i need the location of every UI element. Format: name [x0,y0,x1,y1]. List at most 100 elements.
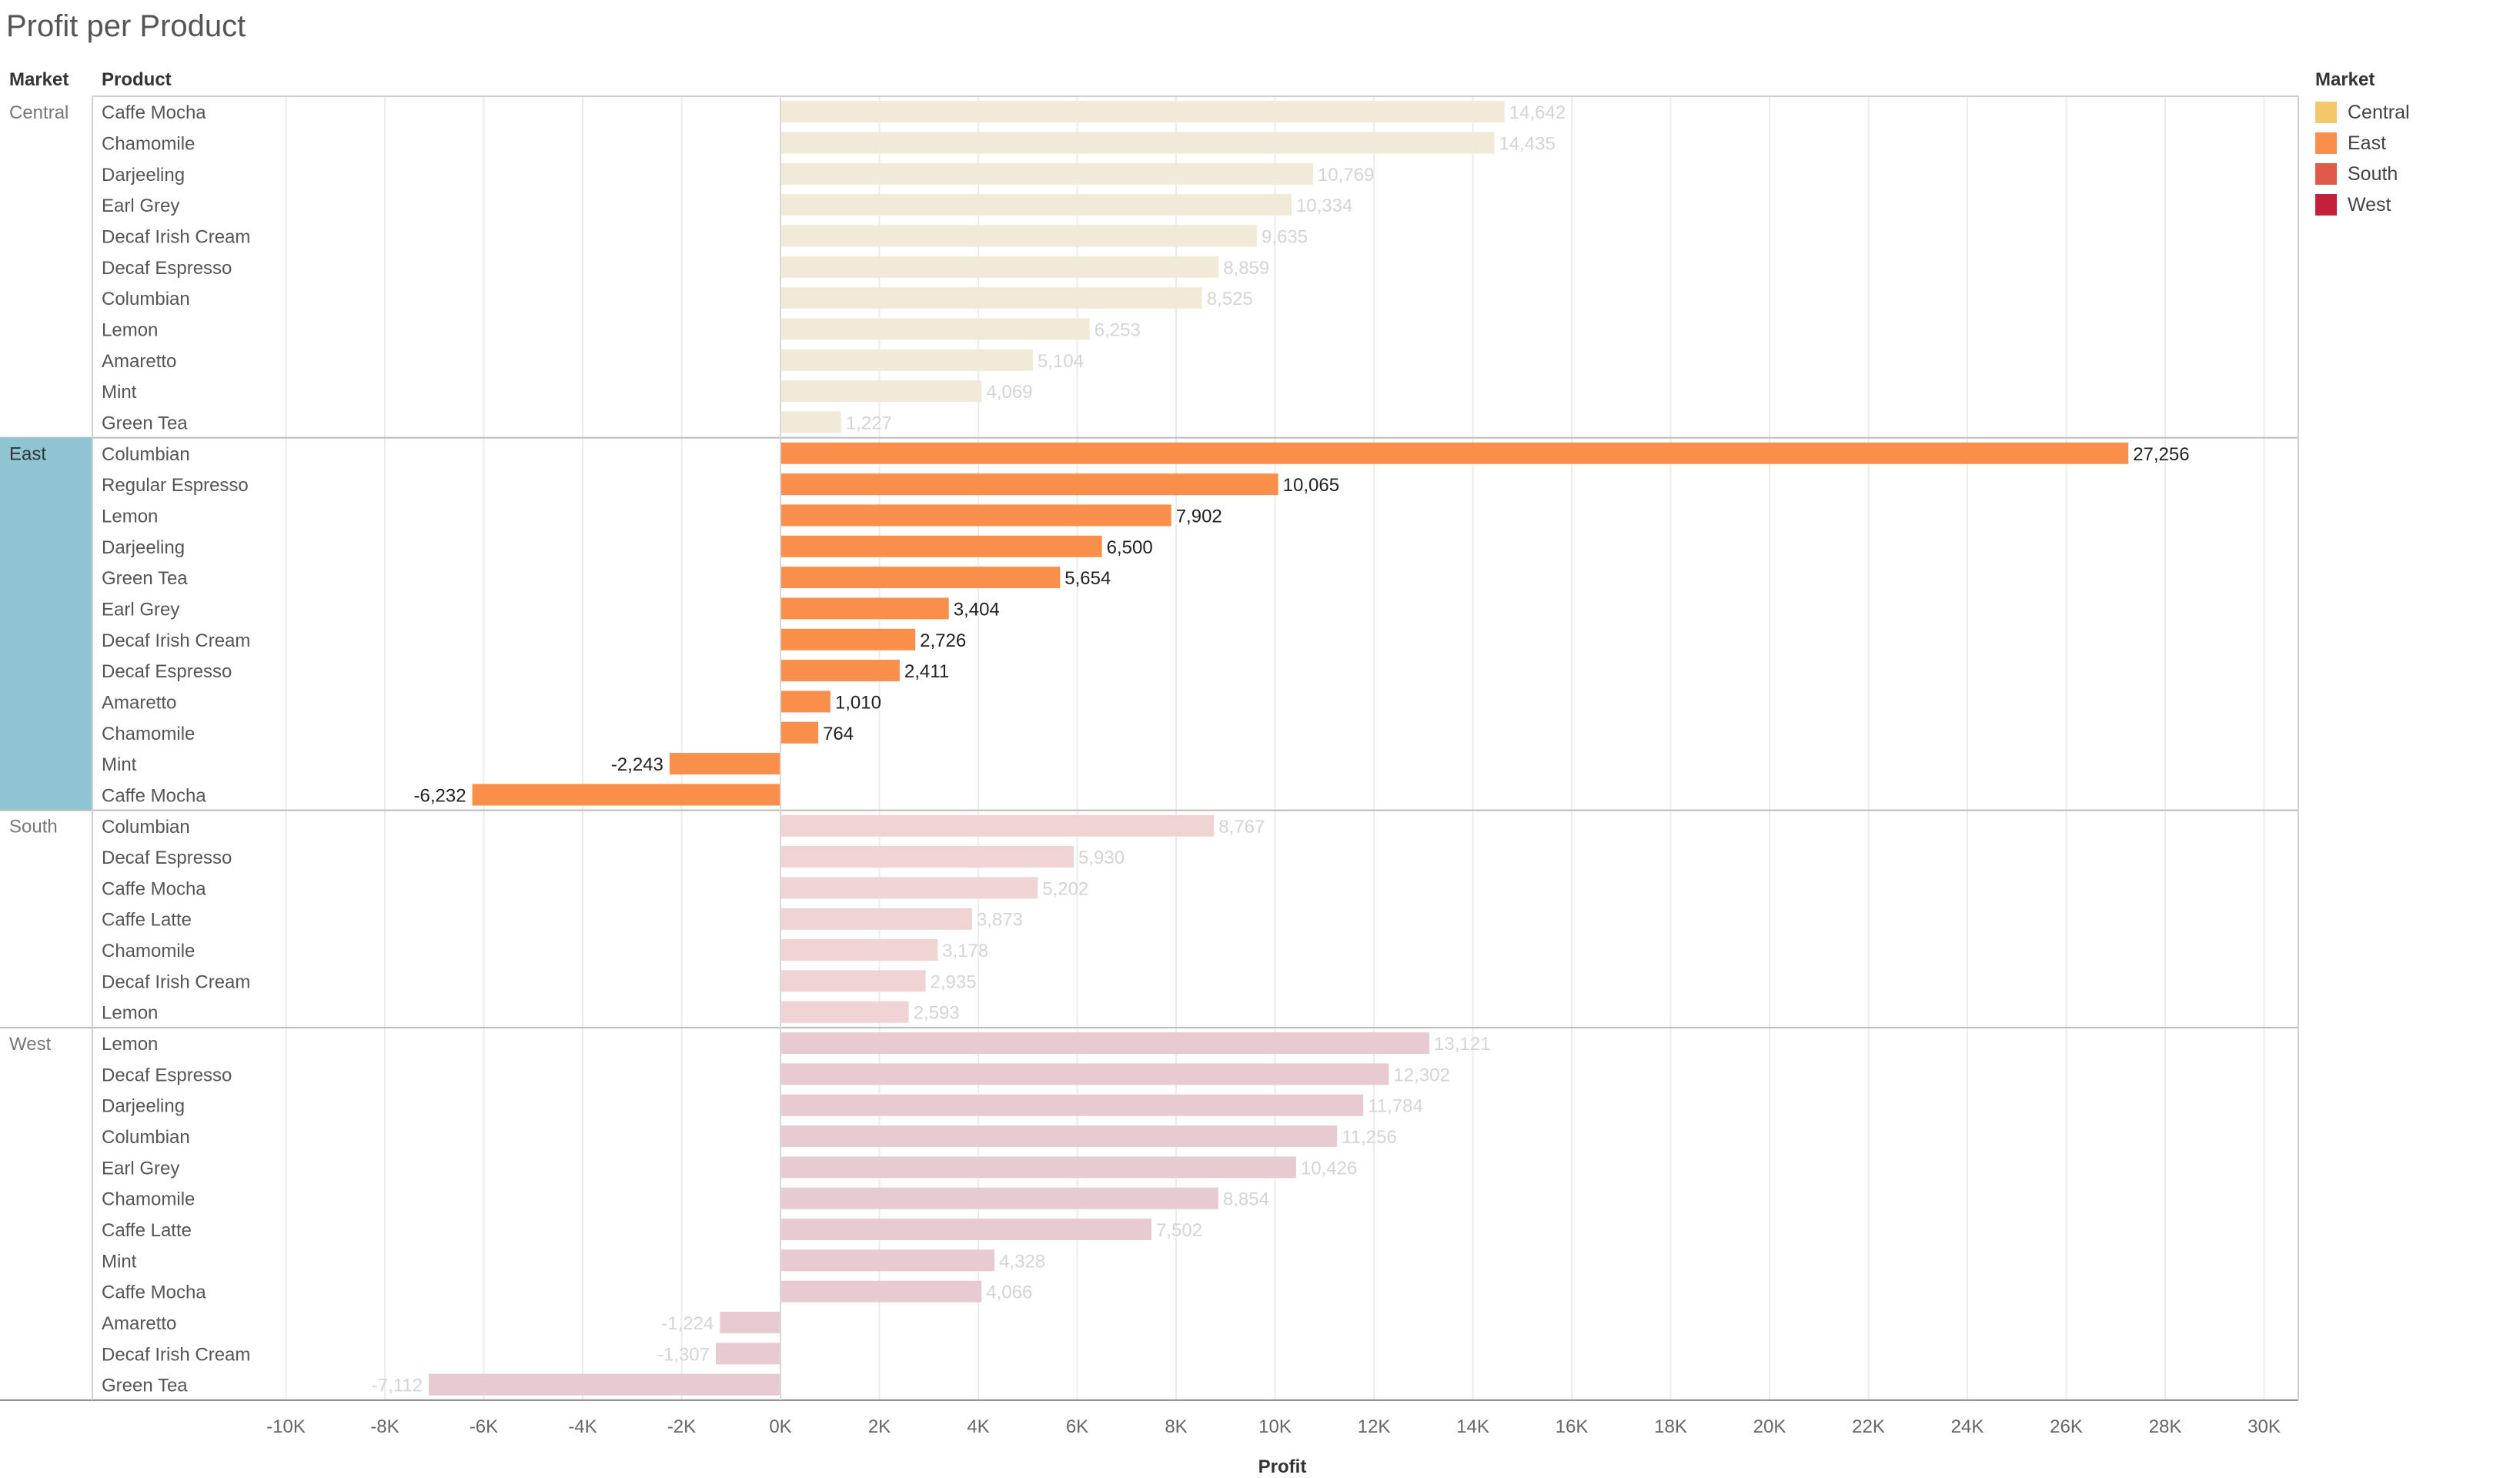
bar [780,1032,1430,1055]
product-label: Decaf Irish Cream [102,630,250,651]
bar [780,567,1061,589]
bar [780,1219,1152,1241]
legend-item-east[interactable]: East [2315,128,2410,159]
product-label: Lemon [102,1003,158,1024]
bar [780,597,949,620]
bar [716,1343,780,1365]
product-label: Lemon [102,506,158,527]
data-label: 4,066 [986,1282,1032,1303]
data-label: 5,202 [1042,878,1088,899]
data-label: 10,426 [1301,1158,1357,1179]
data-label: 3,873 [977,910,1023,931]
product-label: Chamomile [102,1189,195,1210]
x-tick-label: 4K [967,1416,989,1437]
x-tick-label: 8K [1165,1416,1187,1437]
product-label: Amaretto [102,1313,176,1334]
product-label: Darjeeling [102,1096,185,1117]
data-label: 27,256 [2133,444,2189,465]
data-label: 1,227 [846,413,892,433]
data-label: 6,253 [1095,319,1141,340]
data-label: 8,767 [1218,817,1265,838]
product-label: Regular Espresso [102,475,249,496]
x-tick-label: -10K [266,1416,306,1437]
product-label: Lemon [102,319,158,340]
legend-item-west[interactable]: West [2315,189,2410,220]
data-label: -1,307 [657,1344,710,1365]
product-label: Columbian [102,1127,190,1148]
x-tick-label: 20K [1753,1416,1786,1437]
bar [780,225,1258,247]
data-label: 7,502 [1156,1220,1202,1241]
data-label: 7,902 [1176,506,1222,527]
x-tick-label: -8K [370,1416,399,1437]
product-label: Decaf Espresso [102,848,232,868]
product-label: Caffe Mocha [102,102,206,123]
bar [780,256,1219,278]
bar [780,442,2129,464]
data-label: 6,500 [1107,537,1153,558]
bar [780,1125,1338,1148]
market-label-south: South [9,817,58,838]
bar [780,101,1505,123]
bar [780,535,1102,557]
product-label: Caffe Latte [102,910,192,931]
bar [780,349,1033,371]
data-label: -6,232 [414,785,466,806]
data-label: 8,859 [1223,258,1269,279]
bar [780,162,1313,185]
product-label: Decaf Irish Cream [102,971,250,992]
data-label: 14,435 [1499,133,1555,154]
data-label: 4,328 [999,1251,1045,1272]
product-label: Caffe Mocha [102,785,206,806]
product-label: Caffe Mocha [102,1282,206,1303]
x-tick-label: 16K [1556,1416,1589,1437]
bar [780,411,841,433]
data-label: 5,930 [1078,848,1125,868]
x-tick-label: -6K [470,1416,498,1437]
product-label: Green Tea [102,568,188,589]
x-tick-label: 24K [1951,1416,1984,1437]
bar [780,132,1495,154]
x-tick-label: 0K [769,1416,791,1437]
x-tick-label: 12K [1358,1416,1391,1437]
bar [780,1280,982,1302]
product-column-header: Product [102,69,172,90]
product-label: Caffe Mocha [102,878,206,899]
bar [780,318,1090,340]
legend: Market Central East South West [2315,69,2410,220]
product-label: Amaretto [102,351,176,372]
legend-item-central[interactable]: Central [2315,97,2410,128]
data-label: 5,104 [1038,351,1084,372]
legend-swatch [2315,194,2337,216]
product-label: Decaf Irish Cream [102,1344,250,1365]
data-label: 3,404 [954,599,1000,620]
data-label: 2,593 [914,1003,960,1024]
legend-swatch [2315,102,2337,123]
data-label: 5,654 [1064,568,1111,589]
x-tick-label: 14K [1456,1416,1489,1437]
x-tick-label: 26K [2050,1416,2083,1437]
bar [780,721,819,744]
legend-item-south[interactable]: South [2315,159,2410,189]
market-highlight [0,437,92,811]
bar [780,504,1171,527]
data-label: 10,334 [1296,196,1352,216]
data-label: 4,069 [986,382,1032,403]
bar [780,287,1202,309]
data-label: 10,065 [1283,475,1339,496]
product-label: Columbian [102,289,190,309]
bar [780,1063,1389,1085]
legend-swatch [2315,163,2337,185]
bar [780,473,1278,496]
x-axis-title: Profit [1258,1456,1307,1477]
data-label: -1,224 [661,1313,714,1334]
data-label: 9,635 [1262,226,1308,247]
bar [780,691,831,713]
data-label: 1,010 [835,692,881,713]
data-label: 10,769 [1318,165,1374,186]
bar [780,1001,909,1023]
data-label: -7,112 [372,1376,423,1396]
product-label: Green Tea [102,413,188,433]
data-label: 2,726 [920,630,966,651]
data-label: 13,121 [1434,1034,1490,1055]
